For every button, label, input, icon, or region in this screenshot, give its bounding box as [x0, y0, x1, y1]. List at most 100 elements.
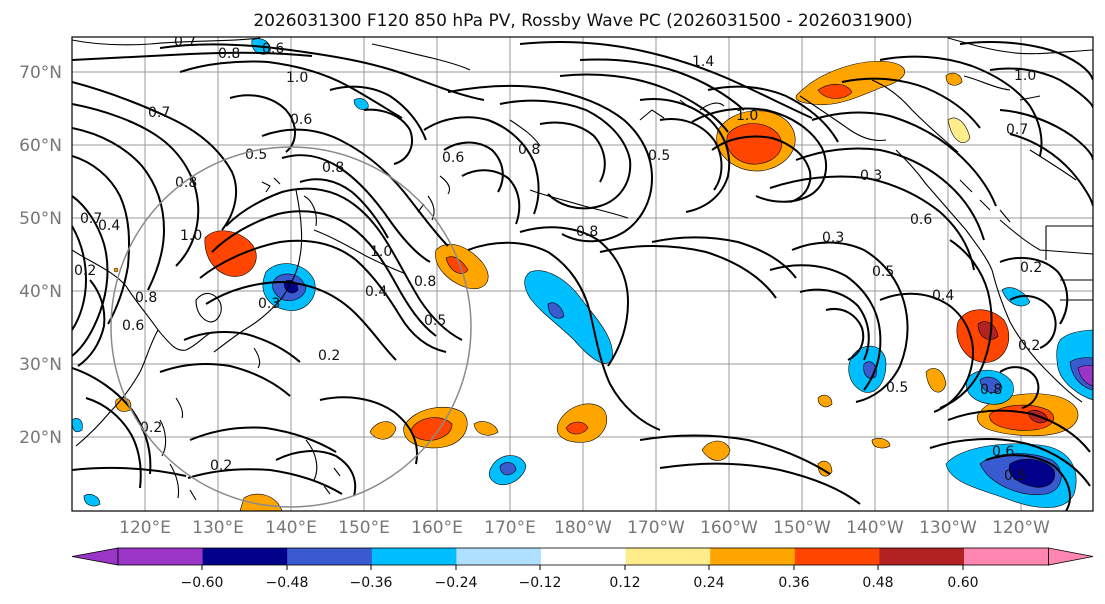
contour-label: 0.2: [74, 263, 96, 279]
lat-label: 70°N: [19, 63, 62, 83]
colorbar-segment: [879, 548, 965, 565]
lon-label: 150°W: [773, 518, 831, 538]
lon-label: 160°E: [411, 518, 463, 538]
colorbar-extend-low: [71, 547, 119, 566]
lat-label: 30°N: [19, 355, 62, 375]
lon-label: 170°E: [484, 518, 536, 538]
contour-label: 0.8: [135, 290, 157, 306]
contour-label: 0.7: [174, 34, 196, 50]
contour-label: 0.2: [1018, 338, 1040, 354]
latitude-labels: 70°N 60°N 50°N 40°N 30°N 20°N: [19, 63, 62, 448]
contour-label: 0.6: [992, 444, 1014, 460]
contour-label: 0.6: [290, 112, 312, 128]
lon-label: 150°E: [338, 518, 390, 538]
coastlines: [72, 37, 1093, 501]
contour-label: 0.6: [442, 150, 464, 166]
colorbar-segments: [71, 547, 1094, 566]
lon-label: 170°W: [627, 518, 685, 538]
lon-label: 160°W: [700, 518, 758, 538]
colorbar: −0.60 −0.48 −0.36 −0.24 −0.12 0.12 0.24 …: [71, 547, 1094, 591]
lat-label: 60°N: [19, 136, 62, 156]
colorbar-segment: [456, 548, 542, 565]
colorbar-segment: [625, 548, 711, 565]
lat-label: 40°N: [19, 282, 62, 302]
lon-label: 140°W: [846, 518, 904, 538]
lat-label: 50°N: [19, 209, 62, 229]
colorbar-segment: [287, 548, 373, 565]
lon-label: 120°W: [992, 518, 1050, 538]
contour-label: 0.6: [122, 318, 144, 334]
contour-label: 0.8: [175, 175, 197, 191]
region-circle: [110, 146, 472, 508]
map-frame: [71, 36, 1094, 512]
contour-label: 0.8: [322, 160, 344, 176]
map-area: 0.7 0.8 0.6 1.0 0.7 0.6 0.5 0.8 0.7 0.4 …: [72, 34, 1093, 511]
colorbar-segment: [964, 548, 1050, 565]
contour-label: 1.4: [692, 54, 714, 70]
colorbar-segment: [794, 548, 880, 565]
colorbar-tick-label: −0.36: [350, 575, 393, 591]
contour-labels: 0.7 0.8 0.6 1.0 0.7 0.6 0.5 0.8 0.7 0.4 …: [74, 34, 1042, 484]
contour-label: 0.2: [1020, 260, 1042, 276]
colorbar-tick-label: 0.12: [609, 575, 640, 591]
contour-label: 0.5: [886, 380, 908, 396]
contour-label: 0.2: [210, 458, 232, 474]
colorbar-tick-label: −0.24: [435, 575, 478, 591]
lon-label: 140°E: [265, 518, 317, 538]
colorbar-tick-label: −0.48: [266, 575, 309, 591]
contour-label: 0.3: [258, 296, 280, 312]
contour-label: 0.7: [1006, 122, 1028, 138]
contour-label: 0.6: [910, 212, 932, 228]
contour-label: 0.4: [98, 218, 120, 234]
colorbar-segment: [202, 548, 288, 565]
contour-label: 0.8: [518, 142, 540, 158]
colorbar-tick-label: −0.60: [181, 575, 224, 591]
lat-label: 20°N: [19, 428, 62, 448]
colorbar-frame: [117, 547, 1049, 566]
marker-dot: [113, 267, 119, 273]
contour-label: 1.0: [1014, 68, 1036, 84]
contour-label: 0.5: [1004, 468, 1026, 484]
contour-label: 0.8: [414, 274, 436, 290]
colorbar-tick-label: 0.48: [862, 575, 893, 591]
pv-contours: [72, 41, 1093, 511]
contour-label: 0.3: [860, 168, 882, 184]
longitude-labels: 120°E 130°E 140°E 150°E 160°E 170°E 180°…: [119, 518, 1050, 538]
contour-label: 0.5: [648, 148, 670, 164]
map-title: 2026031300 F120 850 hPa PV, Rossby Wave …: [253, 11, 912, 31]
colorbar-tick-label: −0.12: [519, 575, 562, 591]
positive-anomaly-fill: [115, 61, 1079, 511]
contour-label: 0.5: [872, 264, 894, 280]
colorbar-segment: [118, 548, 204, 565]
contour-label: 0.8: [218, 46, 240, 62]
colorbar-tick-label: 0.24: [693, 575, 724, 591]
contour-label: 0.2: [140, 420, 162, 436]
contour-label: 0.5: [424, 313, 446, 329]
lon-label: 120°E: [119, 518, 171, 538]
negative-anomaly-fill: [72, 38, 1093, 508]
colorbar-ticks: [201, 565, 964, 570]
contour-label: 0.7: [148, 105, 170, 121]
colorbar-tick-labels: −0.60 −0.48 −0.36 −0.24 −0.12 0.12 0.24 …: [181, 575, 979, 591]
contour-label: 0.4: [365, 284, 387, 300]
contour-label: 1.0: [180, 228, 202, 244]
lon-label: 180°W: [554, 518, 612, 538]
contour-label: 0.6: [262, 41, 284, 57]
contour-label: 0.8: [576, 224, 598, 240]
colorbar-tick-label: 0.60: [947, 575, 978, 591]
contour-label: 1.0: [286, 70, 308, 86]
contour-label: 0.8: [980, 382, 1002, 398]
lon-label: 130°E: [192, 518, 244, 538]
colorbar-segment: [371, 548, 457, 565]
colorbar-tick-label: 0.36: [778, 575, 809, 591]
contour-label: 0.2: [318, 348, 340, 364]
lon-label: 130°W: [919, 518, 977, 538]
contour-label: 0.4: [932, 288, 954, 304]
colorbar-extend-high: [1048, 547, 1094, 566]
contour-label: 1.0: [370, 244, 392, 260]
contour-label: 0.7: [80, 211, 102, 227]
contour-label: 0.3: [822, 230, 844, 246]
colorbar-segment: [541, 548, 627, 565]
contour-label: 1.0: [736, 108, 758, 124]
